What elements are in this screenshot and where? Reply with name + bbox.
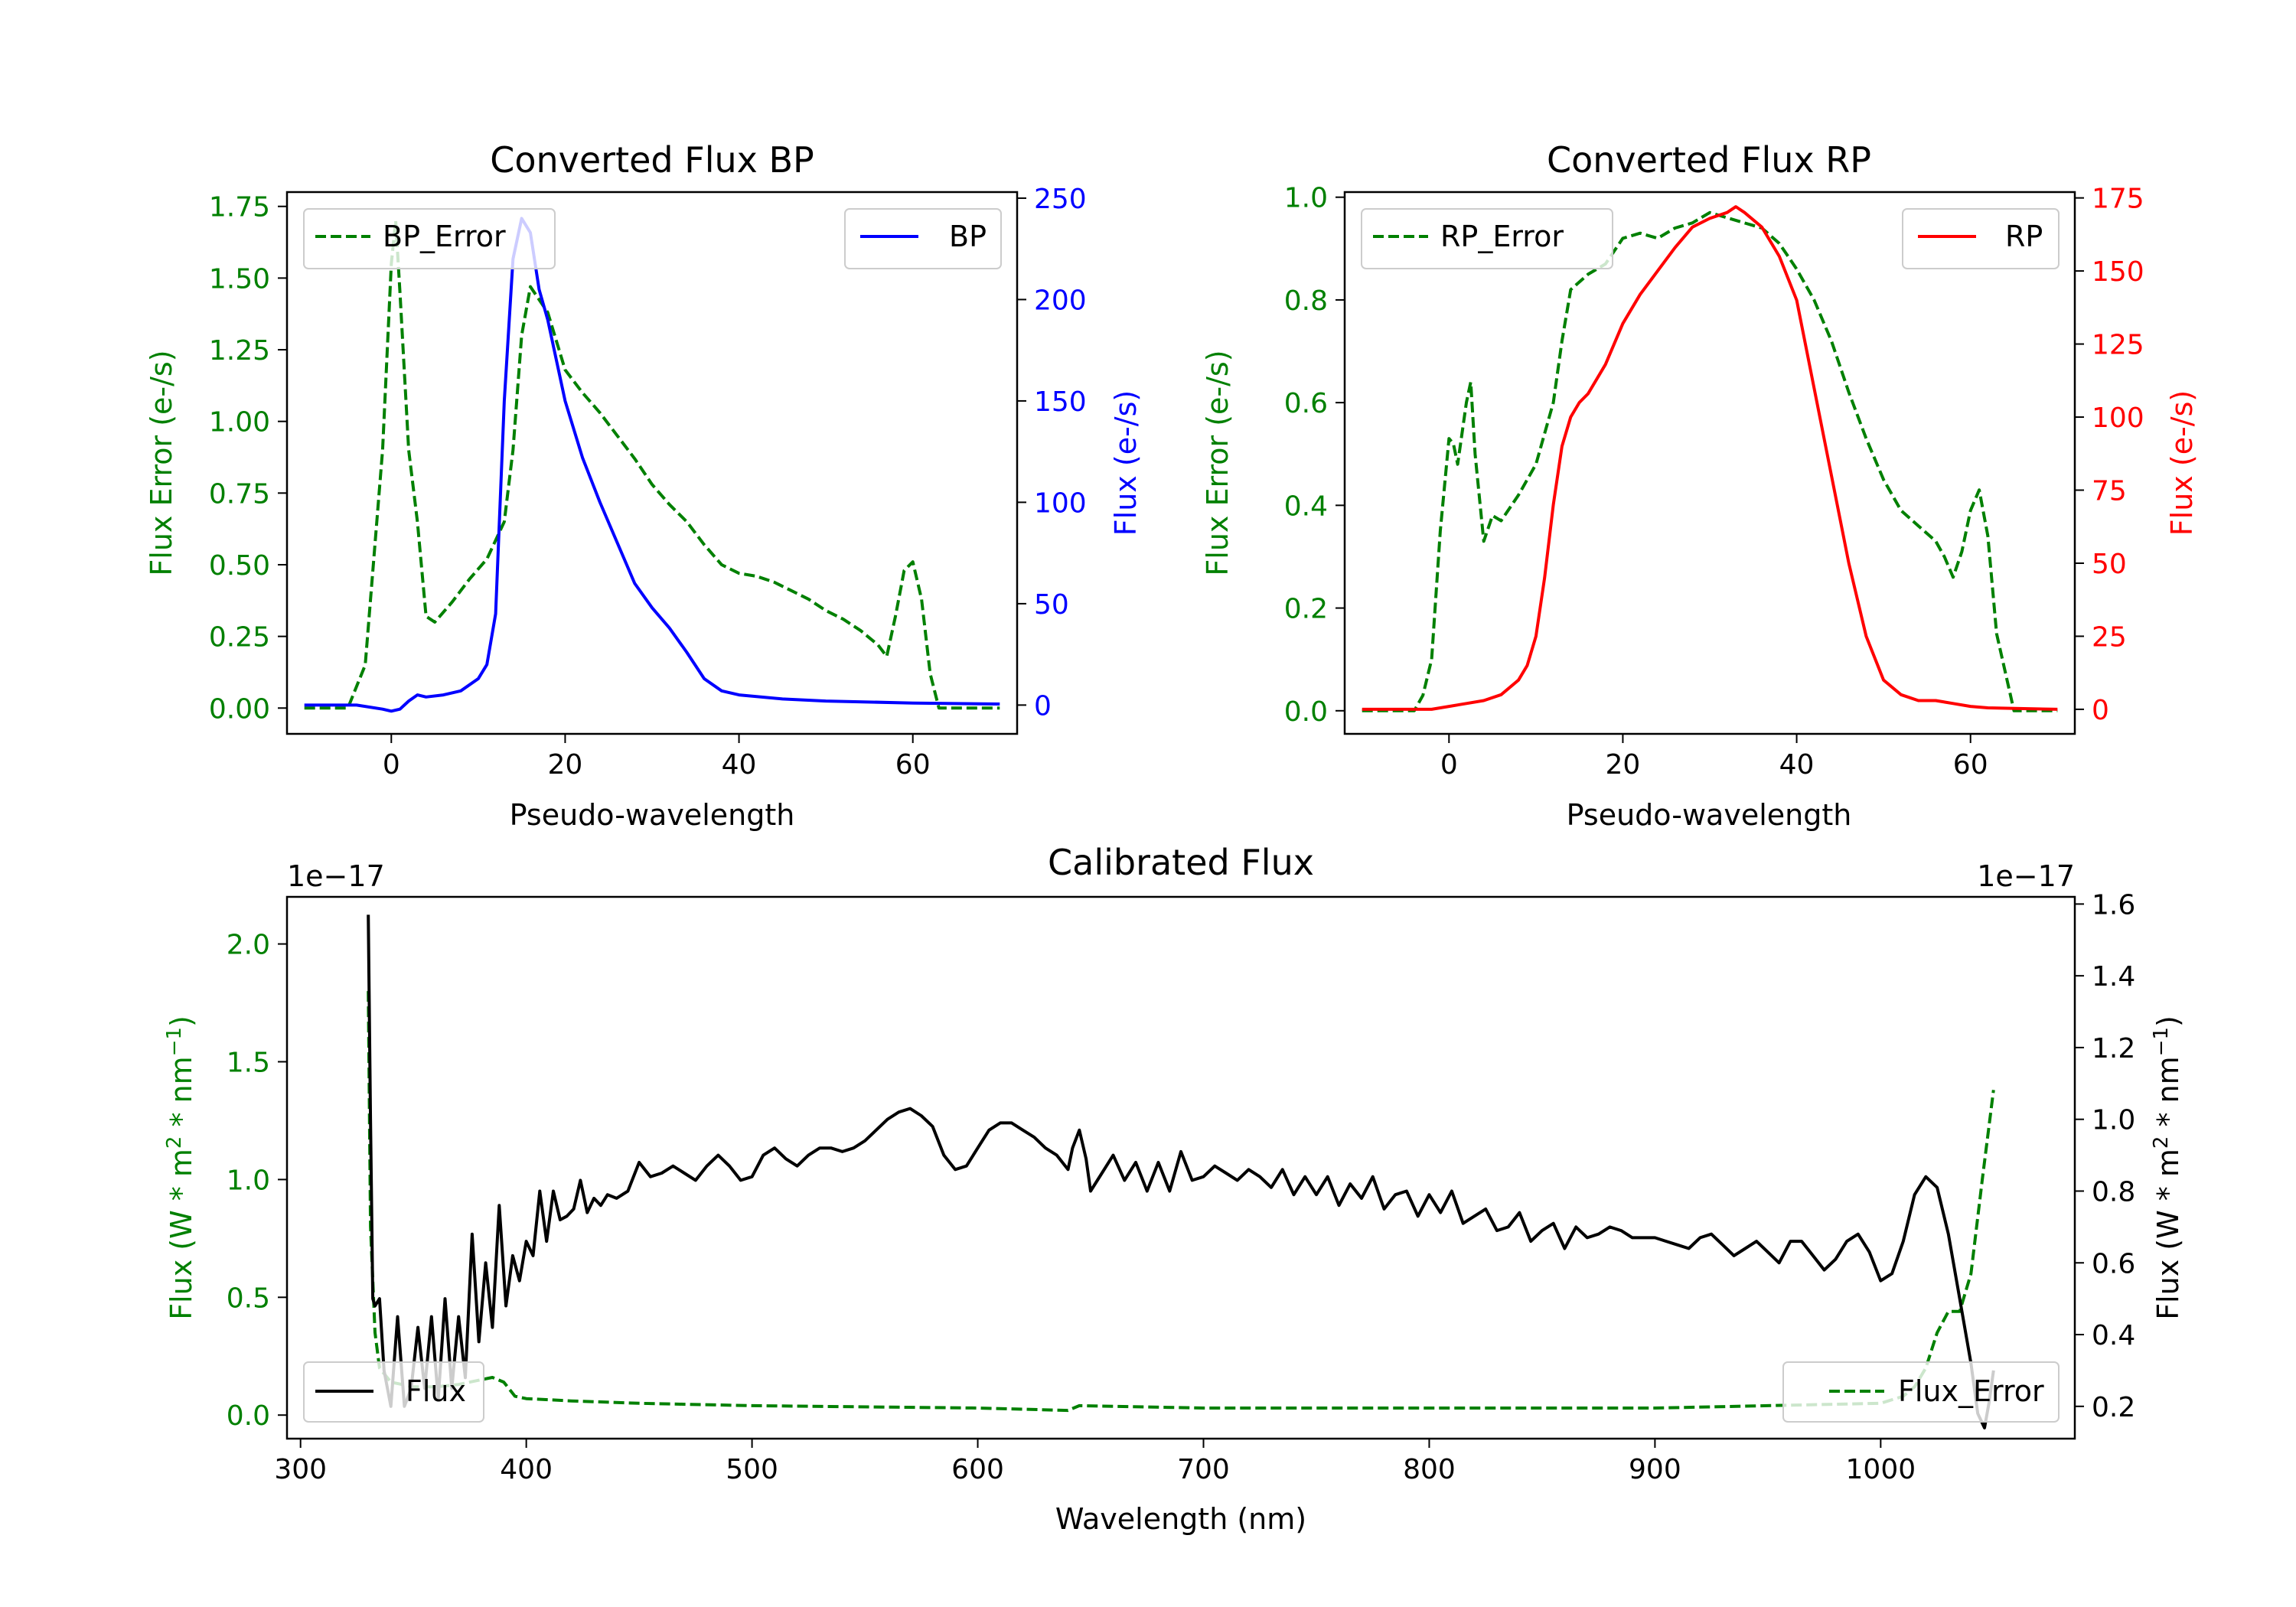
calibrated-series-flux	[367, 914, 1995, 1429]
rp-flux-legend-label: RP	[2005, 220, 2043, 253]
calibrated-right-y-tick-label: 1.0	[2092, 1105, 2135, 1136]
bp-right-y-tick-label: 250	[1034, 184, 1087, 215]
bp-left-y-tick-label: 0.75	[209, 478, 270, 510]
rp-error-legend-label: RP_Error	[1440, 220, 1564, 253]
bp-error-legend: BP_Error	[303, 208, 556, 269]
calibrated-left-y-tick-label: 2.0	[227, 930, 270, 961]
rp-x-tick-label: 0	[1440, 749, 1458, 781]
rp-x-tick-label: 60	[1953, 749, 1988, 781]
bp-chart-title: Converted Flux BP	[490, 139, 814, 181]
calibrated-right-y-tick-label: 1.4	[2092, 961, 2135, 993]
rp-right-y-tick-label: 0	[2092, 695, 2109, 726]
calibrated-x-tick-label: 300	[274, 1454, 327, 1485]
rp-right-y-tick-label: 150	[2092, 256, 2144, 288]
bp-left-y-tick-label: 1.25	[209, 335, 270, 367]
calibrated-left-y-tick-label: 0.5	[227, 1283, 270, 1314]
bp-right-y-tick-label: 200	[1034, 285, 1087, 316]
rp-right-y-axis-label: Flux (e-/s)	[2165, 390, 2199, 536]
calibrated-x-tick-label: 1000	[1846, 1454, 1916, 1485]
calibrated-x-tick-label: 700	[1177, 1454, 1230, 1485]
calibrated-right-y-tick-label: 0.4	[2092, 1320, 2135, 1351]
bp-error-legend-label: BP_Error	[383, 220, 506, 253]
calibrated-left-y-tick-label: 1.0	[227, 1165, 270, 1196]
bp-left-y-tick-label: 1.75	[209, 192, 270, 223]
calibrated-chart-title: Calibrated Flux	[1048, 842, 1314, 883]
calibrated-left-y-tick-label: 1.5	[227, 1047, 270, 1078]
calibrated-x-tick-label: 500	[726, 1454, 778, 1485]
bp-left-y-tick-label: 0.00	[209, 693, 270, 725]
bp-plot-frame	[285, 191, 1019, 735]
bp-x-tick-label: 40	[722, 749, 757, 781]
bp-left-y-tick-label: 0.50	[209, 550, 270, 582]
rp-left-y-tick-label: 1.0	[1284, 183, 1328, 214]
bp-left-y-tick-label: 1.50	[209, 263, 270, 295]
rp-x-tick-label: 20	[1606, 749, 1641, 781]
bp-x-tick-label: 20	[548, 749, 583, 781]
rp-left-y-tick-label: 0.0	[1284, 696, 1328, 728]
bp-x-tick-label: 60	[895, 749, 931, 781]
calibrated-flux-legend-label: Flux	[406, 1374, 466, 1408]
rp-left-y-tick-label: 0.2	[1284, 594, 1328, 625]
calibrated-left-offset: 1e−17	[287, 859, 385, 893]
rp-right-y-tick-label: 25	[2092, 621, 2127, 653]
rp-x-axis-label: Pseudo-wavelength	[1567, 798, 1852, 832]
calibrated-x-tick-label: 900	[1629, 1454, 1681, 1485]
calibrated-right-offset: 1e−17	[1977, 859, 2075, 893]
bp-left-y-axis-label: Flux Error (e-/s)	[145, 350, 178, 575]
bp-x-axis-label: Pseudo-wavelength	[510, 798, 795, 832]
calibrated-right-y-axis-label: Flux (W * m2 * nm−1)	[2150, 1015, 2185, 1320]
calibrated-flux-legend: Flux	[303, 1361, 484, 1423]
calibrated-left-y-tick-label: 0.0	[227, 1400, 270, 1432]
rp-left-y-tick-label: 0.8	[1284, 285, 1328, 317]
calibrated-right-y-tick-label: 0.8	[2092, 1176, 2135, 1208]
bp-right-y-axis-label: Flux (e-/s)	[1109, 390, 1143, 536]
calibrated-error-legend-label: Flux_Error	[1898, 1374, 2044, 1408]
rp-series-rp-error	[1362, 210, 2058, 712]
calibrated-left-y-axis-label: Flux (W * m2 * nm−1)	[163, 1015, 198, 1320]
rp-right-y-tick-label: 100	[2092, 403, 2144, 434]
bp-left-y-tick-label: 0.25	[209, 622, 270, 654]
rp-series-rp	[1362, 205, 2058, 711]
bp-right-y-tick-label: 0	[1034, 690, 1052, 722]
calibrated-right-y-tick-label: 0.6	[2092, 1248, 2135, 1279]
calibrated-right-y-tick-label: 0.2	[2092, 1392, 2135, 1423]
rp-right-y-tick-label: 75	[2092, 476, 2127, 507]
calibrated-x-axis-label: Wavelength (nm)	[1055, 1502, 1306, 1536]
calibrated-x-tick-label: 800	[1403, 1454, 1456, 1485]
bp-series-bp-error	[304, 219, 1000, 710]
rp-x-tick-label: 40	[1779, 749, 1815, 781]
rp-right-y-tick-label: 125	[2092, 330, 2144, 361]
bp-flux-legend: BP	[844, 208, 1002, 269]
rp-left-y-tick-label: 0.6	[1284, 388, 1328, 419]
calibrated-panel: Calibrated Flux 1e−17 1e−17 Wavelength (…	[163, 842, 2185, 1536]
calibrated-x-tick-label: 400	[500, 1454, 553, 1485]
rp-left-y-tick-label: 0.4	[1284, 491, 1328, 522]
rp-chart-title: Converted Flux RP	[1547, 139, 1871, 181]
calibrated-right-y-tick-label: 1.2	[2092, 1033, 2135, 1064]
rp-left-y-axis-label: Flux Error (e-/s)	[1201, 350, 1234, 575]
bp-right-y-tick-label: 100	[1034, 487, 1087, 519]
bp-x-tick-label: 0	[383, 749, 400, 781]
rp-right-y-tick-label: 175	[2092, 184, 2144, 215]
rp-error-legend: RP_Error	[1361, 208, 1613, 269]
bp-right-y-tick-label: 50	[1034, 589, 1069, 621]
calibrated-right-y-tick-label: 1.6	[2092, 889, 2135, 921]
calibrated-x-tick-label: 600	[951, 1454, 1004, 1485]
calibrated-error-legend: Flux_Error	[1782, 1361, 2060, 1423]
rp-plot-frame	[1343, 191, 2076, 735]
calibrated-plot-frame	[285, 895, 2076, 1440]
rp-right-y-tick-label: 50	[2092, 549, 2127, 580]
bp-right-y-tick-label: 150	[1034, 386, 1087, 418]
bp-flux-legend-label: BP	[949, 220, 987, 253]
rp-panel: Converted Flux RP Pseudo-wavelength Flux…	[1201, 139, 2199, 832]
bp-left-y-tick-label: 1.00	[209, 407, 270, 438]
bp-panel: Converted Flux BP Pseudo-wavelength Flux…	[145, 139, 1143, 832]
rp-flux-legend: RP	[1902, 208, 2060, 269]
